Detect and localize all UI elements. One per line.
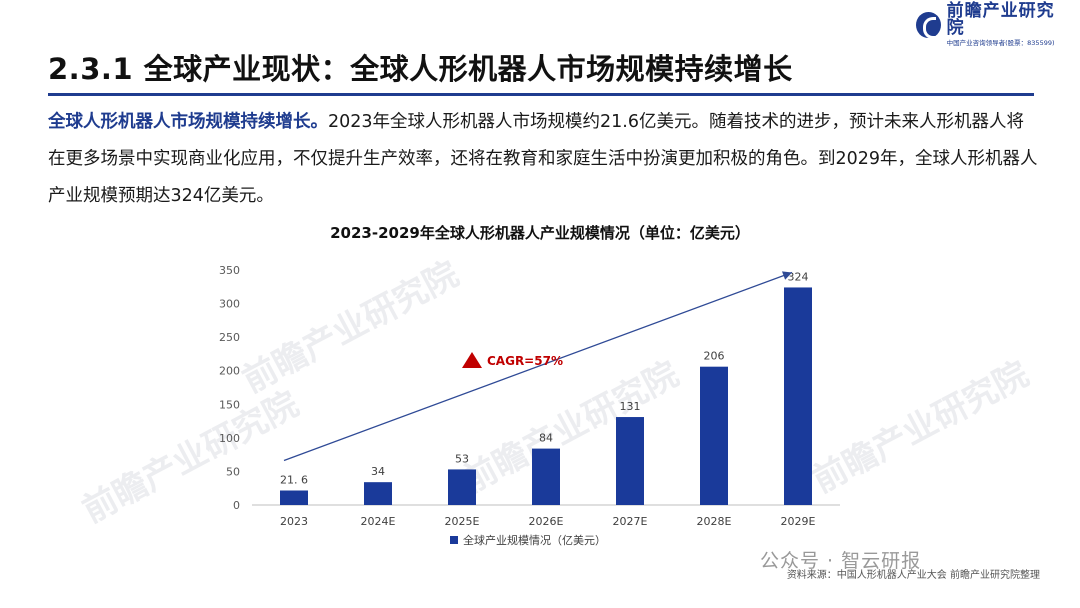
y-tick-label: 100: [219, 432, 240, 445]
y-tick-label: 250: [219, 331, 240, 344]
y-tick-label: 300: [219, 298, 240, 311]
brand-logo-text: 前瞻产业研究院 中国产业咨询领导者(股票：835599): [947, 3, 1066, 47]
wechat-watermark: 公众号 · 智云研报: [760, 550, 922, 572]
up-triangle-icon: [462, 352, 482, 368]
y-tick-label: 200: [219, 365, 240, 378]
data-label: 34: [371, 465, 385, 478]
data-label: 324: [788, 270, 809, 283]
source-note: 资料来源：中国人形机器人产业大会 前瞻产业研究院整理: [786, 570, 1040, 581]
bar-2024E: [364, 482, 392, 505]
intro-body: 2023年全球人形机器人市场规模约21.6亿美元。随着技术的进步，预计未来人形机…: [48, 112, 1038, 206]
trend-arrow-head: [781, 271, 792, 280]
x-tick-label: 2023: [280, 515, 308, 528]
brand-subtitle: 中国产业咨询领导者(股票：835599): [946, 39, 1055, 48]
title-divider: [48, 93, 1034, 96]
bar-2023: [280, 490, 308, 505]
cagr-annotation: CAGR=57%: [487, 354, 563, 368]
x-tick-label: 2027E: [613, 515, 648, 528]
x-tick-label: 2024E: [361, 515, 396, 528]
intro-paragraph: 全球人形机器人市场规模持续增长。2023年全球人形机器人市场规模约21.6亿美元…: [48, 104, 1038, 215]
legend-label: 全球产业规模情况（亿美元）: [463, 533, 606, 547]
brand-logo-icon: [916, 12, 941, 39]
bar-2027E: [616, 417, 644, 505]
chart-title: 2023-2029年全球人形机器人产业规模情况（单位：亿美元）: [330, 224, 750, 242]
page-title: 2.3.1 全球产业现状：全球人形机器人市场规模持续增长: [48, 52, 793, 86]
y-tick-label: 150: [219, 398, 240, 411]
bar-2029E: [784, 287, 812, 505]
x-tick-label: 2026E: [529, 515, 564, 528]
bar-2025E: [448, 469, 476, 505]
x-tick-label: 2029E: [781, 515, 816, 528]
data-label: 53: [455, 452, 469, 465]
y-tick-label: 0: [233, 499, 240, 512]
legend-swatch: [450, 536, 458, 544]
y-tick-label: 350: [219, 264, 240, 277]
bar-2028E: [700, 366, 728, 505]
brand-logo: 前瞻产业研究院 中国产业咨询领导者(股票：835599): [916, 3, 1066, 46]
x-tick-label: 2025E: [445, 515, 480, 528]
trend-arrow-line: [283, 271, 793, 462]
data-label: 206: [704, 350, 725, 363]
bar-2026E: [532, 448, 560, 505]
brand-name: 前瞻产业研究院: [946, 1, 1055, 39]
data-label: 21. 6: [280, 473, 308, 486]
data-label: 84: [539, 432, 553, 445]
y-tick-label: 50: [226, 465, 240, 478]
x-tick-label: 2028E: [697, 515, 732, 528]
data-label: 131: [620, 400, 641, 413]
intro-lead: 全球人形机器人市场规模持续增长。: [48, 112, 328, 132]
